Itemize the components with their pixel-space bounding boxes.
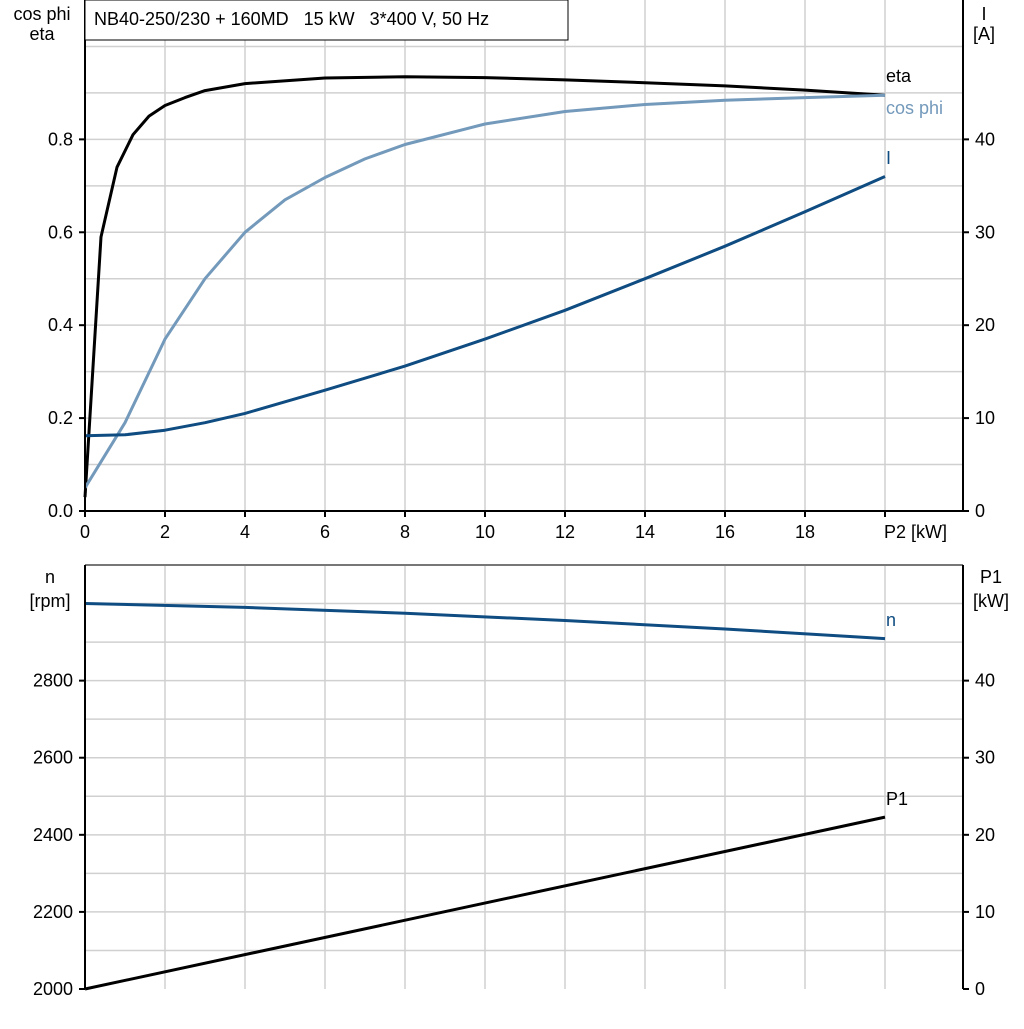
x-tick-label: 2 [160,522,170,542]
y-tick-label-left: 0.6 [48,222,73,242]
series-label-cos-phi: cos phi [886,98,943,118]
x-axis-label: P2 [kW] [884,522,947,542]
top-grid [85,0,963,511]
series-line-eta [83,75,886,498]
y-tick-label-right: 10 [975,408,995,428]
x-tick-label: 14 [635,522,655,542]
y-tick-label-right: 20 [975,825,995,845]
series-label-p1: P1 [886,789,908,809]
x-tick-label: 8 [400,522,410,542]
x-tick-label: 18 [795,522,815,542]
x-tick-label: 6 [320,522,330,542]
y-tick-label-right: 30 [975,222,995,242]
series-lines [83,75,886,991]
series-label-current: I [886,148,891,168]
top-right-ylabel-2: [A] [973,24,995,44]
y-tick-label-right: 0 [975,979,985,999]
y-tick-label-right: 20 [975,315,995,335]
x-tick-label: 0 [80,522,90,542]
bottom-right-ylabel-2: [kW] [973,591,1009,611]
title-box [84,0,569,41]
bottom-right-ylabel-1: P1 [980,567,1002,587]
series-line-n [84,602,886,641]
top-right-ylabel-1: I [981,4,986,24]
y-tick-label-right: 40 [975,671,995,691]
y-tick-label-right: 10 [975,902,995,922]
y-tick-label-left: 2800 [33,671,73,691]
x-tick-label: 10 [475,522,495,542]
series-label-n: n [886,610,896,630]
x-tick-label: 12 [555,522,575,542]
y-tick-label-left: 0.4 [48,315,73,335]
series-line-i [84,175,886,438]
y-tick-label-right: 30 [975,748,995,768]
bottom-left-ylabel-2: [rpm] [29,591,70,611]
y-tick-label-left: 0.0 [48,501,73,521]
series-line-p1 [84,815,886,991]
axes: 0.0 0.2 0.4 0.6 0.8 0 10 20 30 40 0 2 4 6 8 10 12 14 16 18 2… [33,0,995,999]
y-tick-label-left: 0.8 [48,129,73,149]
y-tick-label-left: 2600 [33,748,73,768]
top-left-ylabel-1: cos phi [13,4,70,24]
top-left-ylabel-2: eta [29,24,55,44]
x-tick-label: 4 [240,522,250,542]
y-tick-label-right: 40 [975,129,995,149]
x-tick-label: 16 [715,522,735,542]
y-tick-label-left: 2200 [33,902,73,922]
y-tick-label-left: 2000 [33,979,73,999]
y-tick-label-right: 0 [975,501,985,521]
bottom-grid [85,564,963,989]
y-tick-label-left: 0.2 [48,408,73,428]
series-line-cos-phi [83,93,886,489]
series-label-eta: eta [886,66,912,86]
chart-title: NB40-250/230 + 160MD 15 kW 3*400 V, 50 H… [94,9,489,29]
y-tick-label-left: 2400 [33,825,73,845]
bottom-left-ylabel-1: n [45,567,55,587]
